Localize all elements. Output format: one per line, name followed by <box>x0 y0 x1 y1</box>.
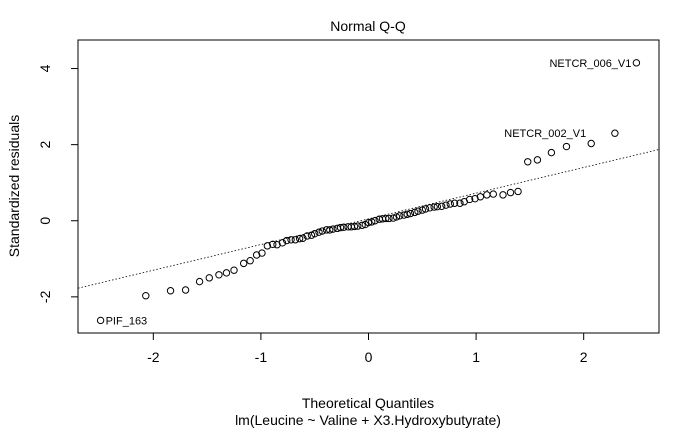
data-point <box>358 221 366 230</box>
points-group <box>96 59 641 325</box>
data-point <box>430 203 438 211</box>
data-point <box>295 234 304 243</box>
data-point <box>246 257 254 265</box>
y-tick-label: 0 <box>37 217 53 225</box>
data-point <box>311 229 319 238</box>
data-point <box>426 204 434 212</box>
data-point <box>587 139 595 148</box>
data-point <box>392 213 401 221</box>
data-point <box>291 236 300 244</box>
chart-subtitle: lm(Leucine ~ Valine + X3.Hydroxybutyrate… <box>235 412 501 428</box>
data-point <box>418 206 426 214</box>
data-point <box>278 239 287 247</box>
data-point <box>389 214 397 222</box>
x-tick-label: -2 <box>147 349 160 365</box>
x-axis-label: Theoretical Quantiles <box>302 395 434 411</box>
data-point <box>446 200 454 208</box>
data-point <box>524 158 532 166</box>
data-point <box>263 242 272 250</box>
y-axis-label: Standardized residuals <box>6 115 22 257</box>
data-point <box>336 223 345 232</box>
y-axis: -2 0 2 4 <box>37 64 79 303</box>
data-point <box>514 187 522 196</box>
data-point <box>258 249 266 257</box>
data-point <box>215 271 223 279</box>
chart-title: Normal Q-Q <box>330 18 406 34</box>
point-label: PIF_163 <box>106 315 148 327</box>
y-tick-label: -2 <box>37 290 53 303</box>
data-point <box>489 190 498 198</box>
data-point <box>382 214 390 223</box>
data-point <box>329 225 337 233</box>
x-tick-label: -1 <box>255 349 268 365</box>
data-point <box>205 274 213 282</box>
data-point <box>371 217 379 225</box>
data-point <box>437 202 446 210</box>
reference-line-group <box>77 149 660 289</box>
data-point <box>411 208 419 217</box>
data-point <box>499 191 507 199</box>
data-point <box>181 286 190 294</box>
data-point <box>506 188 515 197</box>
data-point <box>396 212 404 220</box>
x-tick-label: 2 <box>580 349 588 365</box>
reference-line <box>77 149 660 289</box>
data-point <box>326 226 334 234</box>
y-tick-label: 2 <box>37 141 53 149</box>
data-point <box>283 236 291 245</box>
point-labels-group: NETCR_006_V1 NETCR_002_V1 PIF_163 <box>106 58 632 328</box>
x-tick-label: 1 <box>472 349 480 365</box>
data-point <box>354 222 362 230</box>
data-point <box>476 193 485 201</box>
data-point <box>142 292 150 300</box>
data-point <box>96 316 105 325</box>
data-point <box>364 218 373 227</box>
data-point <box>442 201 450 209</box>
data-point <box>230 266 238 274</box>
data-point <box>611 129 619 137</box>
data-point <box>195 277 204 286</box>
data-point <box>340 223 348 231</box>
data-point <box>403 210 411 218</box>
data-point <box>315 228 323 236</box>
data-point <box>269 240 277 249</box>
data-point <box>450 199 459 207</box>
data-point <box>421 205 430 213</box>
point-label: NETCR_002_V1 <box>504 128 586 140</box>
data-point <box>406 209 415 218</box>
data-point <box>632 59 641 67</box>
x-tick-label: 0 <box>365 349 373 365</box>
data-point <box>318 227 326 235</box>
data-point <box>414 207 422 215</box>
data-point <box>433 202 442 211</box>
data-point <box>287 236 295 244</box>
x-axis: -2 -1 0 1 2 <box>147 332 588 365</box>
data-point <box>562 142 571 151</box>
data-point <box>166 287 175 295</box>
data-point <box>465 195 474 204</box>
data-point <box>299 234 307 242</box>
data-point <box>368 218 376 226</box>
point-label: NETCR_006_V1 <box>549 58 631 70</box>
data-point <box>547 148 556 157</box>
data-point <box>456 199 464 207</box>
y-tick-label: 4 <box>37 64 53 72</box>
data-point <box>533 156 542 164</box>
data-point <box>385 214 393 223</box>
data-point <box>222 269 231 277</box>
data-point <box>350 222 359 231</box>
data-point <box>239 259 248 268</box>
data-point <box>303 232 311 240</box>
